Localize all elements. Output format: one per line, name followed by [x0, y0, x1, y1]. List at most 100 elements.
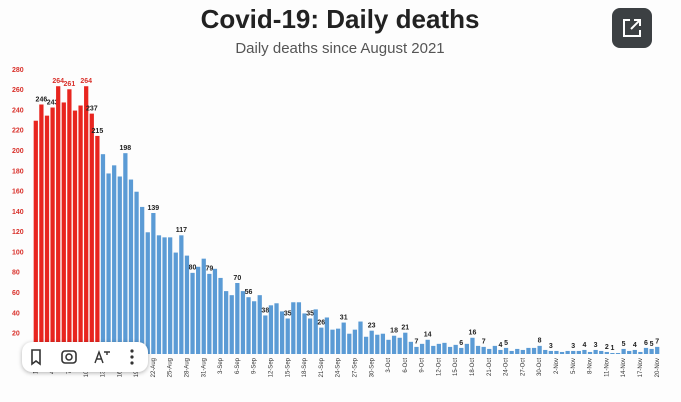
bar: [224, 291, 229, 354]
bar: [112, 165, 117, 354]
bar: [156, 235, 162, 354]
value-label: 117: [176, 227, 187, 234]
x-tick-label: 12-Sep: [269, 357, 275, 377]
value-label: 3: [594, 342, 598, 349]
value-label: 14: [424, 332, 432, 339]
chart-title: Covid-19: Daily deaths: [201, 4, 480, 34]
bar: [554, 350, 559, 354]
y-tick-label: 220: [12, 128, 24, 135]
bar: [240, 291, 246, 354]
image-toolbar: [22, 342, 148, 372]
bar: [257, 295, 262, 354]
value-label: 6: [459, 340, 463, 347]
bar: [285, 318, 290, 354]
external-link-glyph: [623, 19, 641, 37]
value-label: 79: [205, 266, 213, 273]
value-label: 7: [482, 339, 486, 346]
bar: [347, 333, 352, 354]
external-link-icon: [623, 19, 641, 37]
x-tick-label: 24-Oct: [504, 358, 510, 376]
bar: [84, 86, 89, 354]
more-icon[interactable]: [130, 349, 134, 353]
bar: [520, 349, 525, 354]
x-tick-label: 24-Sep: [336, 357, 342, 377]
bar: [123, 153, 128, 354]
bar: [168, 237, 173, 354]
x-tick-label: 31-Aug: [201, 358, 207, 377]
translate-icon[interactable]: [94, 349, 110, 364]
value-label: 80: [189, 265, 197, 272]
bar: [559, 351, 565, 354]
x-tick-label: 20-Nov: [655, 358, 661, 377]
x-tick-label: 6-Sep: [235, 357, 241, 374]
bar: [44, 115, 50, 355]
bar: [218, 277, 223, 354]
bar: [358, 321, 363, 354]
bar: [632, 349, 637, 354]
bar: [56, 86, 61, 354]
bar: [531, 347, 537, 354]
open-external-button[interactable]: [612, 8, 652, 48]
bar: [643, 347, 649, 354]
value-label: 6: [644, 340, 648, 347]
toolbar-icons: [31, 349, 134, 366]
bar: [442, 342, 447, 354]
x-tick-label: 22-Aug: [151, 358, 157, 377]
x-tick-label: 21-Sep: [319, 357, 325, 377]
value-label: 3: [549, 343, 553, 350]
bar: [414, 346, 419, 354]
bar: [548, 350, 553, 354]
bar: [291, 302, 296, 354]
value-label: 21: [401, 325, 409, 332]
x-tick-label: 30-Sep: [369, 357, 375, 377]
bar: [615, 352, 621, 354]
y-tick-label: 80: [12, 270, 20, 277]
x-tick-label: 11-Nov: [604, 358, 610, 377]
value-label: 4: [498, 342, 502, 349]
bar: [470, 337, 475, 354]
bar: [324, 317, 330, 354]
x-tick-label: 15-Sep: [285, 357, 291, 377]
y-tick-label: 100: [12, 249, 24, 256]
y-tick-label: 260: [12, 87, 24, 94]
bar: [335, 328, 341, 354]
bar: [503, 347, 509, 354]
bar: [184, 255, 190, 354]
bar: [307, 318, 313, 354]
x-tick-label: 14-Nov: [621, 358, 627, 377]
x-tick-label: 25-Aug: [168, 358, 174, 377]
bar: [453, 344, 458, 354]
value-label: 8: [538, 338, 542, 345]
bar: [375, 334, 380, 354]
value-label: 16: [469, 330, 477, 337]
bar: [39, 104, 44, 354]
value-label: 2: [605, 344, 609, 351]
value-label: 5: [622, 341, 626, 348]
y-tick-label: 180: [12, 168, 24, 175]
bar: [274, 303, 279, 354]
value-label: 7: [655, 339, 659, 346]
bar: [352, 329, 358, 354]
lens-icon[interactable]: [61, 350, 77, 364]
bar: [162, 237, 167, 354]
bookmark-icon[interactable]: [31, 349, 41, 366]
chart-subtitle: Daily deaths since August 2021: [235, 40, 444, 57]
bar: [565, 350, 570, 354]
x-tick-label: 21-Oct: [487, 358, 493, 376]
value-label: 31: [340, 314, 348, 321]
bar: [419, 343, 425, 354]
bar: [447, 346, 453, 354]
bar: [582, 349, 587, 354]
y-tick-label: 240: [12, 107, 24, 114]
bar: [593, 349, 598, 354]
value-label: 35: [284, 310, 292, 317]
bar: [179, 235, 184, 354]
y-tick-label: 140: [12, 209, 24, 216]
value-label: 237: [86, 105, 98, 112]
x-tick-label: 2-Nov: [554, 358, 560, 374]
value-label: 243: [47, 99, 59, 106]
bar: [571, 350, 576, 354]
bar: [268, 305, 274, 354]
bar: [638, 351, 643, 354]
